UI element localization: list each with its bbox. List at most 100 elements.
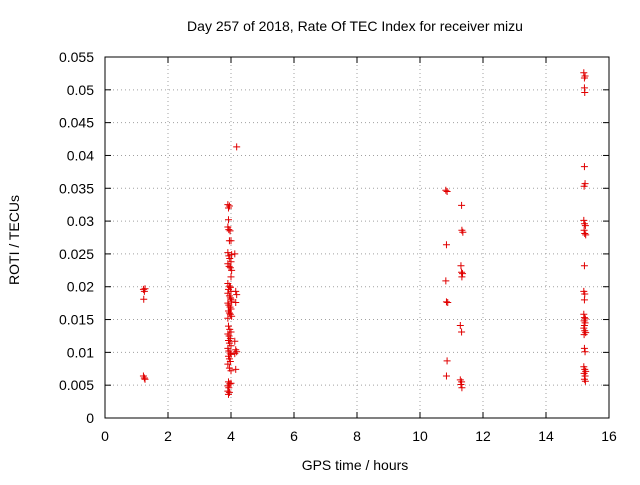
y-tick-label-0: 0 [86, 410, 94, 426]
data-point-0-115 [581, 230, 589, 238]
data-point-0-132 [581, 348, 589, 356]
y-tick-label-3: 0.015 [59, 312, 94, 328]
data-point-0-96 [458, 273, 466, 281]
y-tick-label-2: 0.01 [67, 344, 94, 360]
data-point-0-93 [457, 262, 465, 270]
data-point-0-85 [442, 277, 450, 285]
points-layer [139, 69, 590, 398]
y-tick-label-8: 0.04 [67, 147, 94, 163]
y-axis-label: ROTI / TECUs [6, 195, 22, 285]
data-point-0-35 [228, 297, 236, 305]
y-tick-label-6: 0.03 [67, 213, 94, 229]
data-point-0-5 [140, 374, 148, 382]
data-point-0-68 [225, 384, 233, 392]
y-tick-label-5: 0.025 [59, 246, 94, 262]
data-point-0-92 [459, 228, 467, 236]
x-tick-label-7: 14 [538, 428, 554, 444]
y-tick-label-11: 0.055 [59, 49, 94, 65]
y-tick-label-9: 0.045 [59, 115, 94, 131]
data-point-0-87 [444, 298, 452, 306]
data-point-0-16 [224, 249, 232, 257]
data-point-0-72 [233, 143, 241, 151]
y-tick-label-1: 0.005 [59, 377, 94, 393]
data-point-0-63 [227, 367, 235, 375]
data-point-0-44 [224, 314, 232, 322]
data-point-0-3 [140, 295, 148, 303]
data-point-0-95 [459, 270, 467, 278]
data-point-0-74 [232, 287, 240, 295]
data-point-0-105 [581, 72, 589, 80]
data-point-0-56 [226, 349, 234, 357]
x-tick-label-1: 2 [164, 428, 172, 444]
data-point-0-24 [228, 266, 236, 274]
grid-layer [105, 57, 609, 418]
data-point-0-84 [442, 241, 450, 249]
data-point-0-117 [580, 262, 588, 270]
data-point-0-12 [225, 226, 233, 234]
data-point-0-97 [456, 321, 464, 329]
data-point-0-111 [580, 216, 588, 224]
data-point-0-77 [231, 337, 239, 345]
data-point-0-2 [141, 285, 149, 293]
data-point-0-33 [226, 294, 234, 302]
y-tick-label-10: 0.05 [67, 82, 94, 98]
data-point-0-22 [225, 262, 233, 270]
data-point-0-20 [228, 251, 236, 259]
y-tick-label-4: 0.02 [67, 279, 94, 295]
axis-layer: 0 2 4 6 8 10 12 14 16 0 0.005 0.01 0.015 0.02 0.025 0.0… [59, 49, 617, 444]
data-point-0-73 [231, 250, 239, 258]
data-point-0-75 [233, 291, 241, 299]
data-point-0-7 [224, 201, 232, 209]
data-point-0-90 [458, 201, 466, 209]
x-axis-label: GPS time / hours [302, 457, 409, 473]
data-point-0-45 [224, 322, 232, 330]
x-tick-label-3: 6 [290, 428, 298, 444]
data-point-0-69 [224, 387, 232, 395]
data-point-0-9 [225, 202, 233, 210]
data-point-0-81 [232, 365, 240, 373]
x-tick-label-6: 12 [475, 428, 491, 444]
data-point-0-116 [582, 231, 590, 239]
data-point-0-130 [580, 331, 588, 339]
data-point-0-88 [443, 357, 451, 365]
x-tick-label-2: 4 [227, 428, 235, 444]
x-tick-label-0: 0 [101, 428, 109, 444]
data-point-0-43 [228, 312, 236, 320]
data-point-0-82 [442, 186, 450, 194]
data-point-0-108 [580, 163, 588, 171]
data-point-0-89 [442, 372, 450, 380]
data-point-0-114 [580, 226, 588, 234]
data-point-0-119 [581, 290, 589, 298]
x-tick-label-5: 10 [412, 428, 428, 444]
data-point-0-10 [224, 216, 232, 224]
data-point-0-27 [225, 282, 233, 290]
data-point-0-13 [226, 227, 234, 235]
data-point-0-139 [581, 377, 589, 385]
data-point-0-101 [457, 381, 465, 389]
data-point-0-76 [232, 298, 240, 306]
data-point-0-6 [141, 375, 149, 383]
chart-title: Day 257 of 2018, Rate Of TEC Index for r… [187, 18, 523, 34]
data-point-0-121 [580, 310, 588, 318]
data-point-0-107 [581, 88, 589, 96]
data-point-0-102 [458, 384, 466, 392]
data-point-0-18 [226, 255, 234, 263]
data-point-0-103 [580, 69, 588, 77]
data-point-0-71 [224, 390, 232, 398]
x-tick-label-4: 8 [353, 428, 361, 444]
data-point-0-25 [227, 273, 235, 281]
data-point-0-131 [580, 344, 588, 352]
data-point-0-113 [581, 222, 589, 230]
data-point-0-120 [580, 296, 588, 304]
data-point-0-61 [224, 360, 232, 368]
data-point-0-80 [231, 350, 239, 358]
data-point-0-98 [458, 328, 466, 336]
data-point-0-86 [442, 298, 450, 306]
data-point-0-15 [227, 237, 235, 245]
y-tick-label-7: 0.035 [59, 180, 94, 196]
data-point-0-110 [580, 182, 588, 190]
x-tick-label-8: 16 [601, 428, 617, 444]
data-point-0-83 [443, 188, 451, 196]
